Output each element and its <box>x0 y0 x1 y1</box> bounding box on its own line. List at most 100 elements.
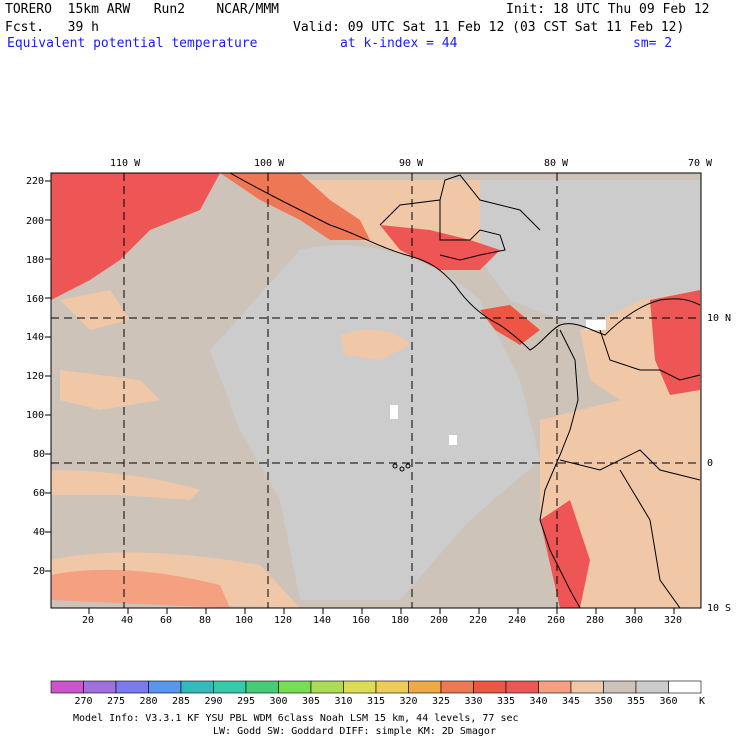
colorbar-unit: K <box>699 696 706 707</box>
coast-cuba <box>439 174 541 231</box>
x-tick-label: 240 <box>508 615 527 626</box>
colorbar-label: 285 <box>172 696 191 707</box>
x-tick-label: 320 <box>664 615 683 626</box>
colorbar-label: 340 <box>529 696 548 707</box>
colorbar-swatch <box>570 680 604 694</box>
colorbar-swatch <box>668 680 702 694</box>
border-colombia <box>599 329 701 381</box>
field-white-patch-3 <box>449 435 457 445</box>
x-tick-label: 180 <box>391 615 410 626</box>
field-name: Equivalent potential temperature <box>7 36 258 51</box>
colorbar-label: 330 <box>464 696 483 707</box>
colorbar-swatch <box>505 680 539 694</box>
galapagos-2 <box>399 466 405 472</box>
field-salmon-south <box>51 569 230 608</box>
colorbar-swatch <box>473 680 507 694</box>
colorbar-label: 280 <box>139 696 158 707</box>
field-gray-region <box>210 245 540 600</box>
lat-label-0: 0 <box>707 458 714 469</box>
colorbar-label: 310 <box>334 696 353 707</box>
colorbar-swatch <box>603 680 637 694</box>
colorbar-swatch <box>180 680 214 694</box>
x-tick-label: 300 <box>625 615 644 626</box>
x-tick-label: 20 <box>82 615 95 626</box>
colorbar-swatch <box>310 680 344 694</box>
y-tick-label: 100 <box>26 410 45 421</box>
colorbar-label: 355 <box>627 696 646 707</box>
field-white-patch-2 <box>390 405 398 419</box>
colorbar-swatch <box>83 680 117 694</box>
x-tick-label: 40 <box>121 615 134 626</box>
run-label: Run2 <box>153 2 186 17</box>
colorbar-swatch <box>538 680 572 694</box>
x-tick-label: 140 <box>313 615 332 626</box>
field-red-northwest <box>51 173 220 300</box>
lon-label-80w: 80 W <box>544 158 569 169</box>
colorbar-label: 315 <box>367 696 386 707</box>
colorbar-swatch <box>148 680 182 694</box>
field-white-patch-1 <box>586 320 606 330</box>
colorbar-label: 345 <box>562 696 581 707</box>
colorbar-label: 300 <box>269 696 288 707</box>
y-tick-label: 220 <box>26 176 45 187</box>
smoothing-info: sm= 2 <box>633 36 673 51</box>
x-tick-label: 260 <box>547 615 566 626</box>
field-red-central-america <box>380 225 500 270</box>
coast-south-america-west <box>539 329 581 608</box>
x-tick-label: 200 <box>430 615 449 626</box>
colorbar-swatch <box>408 680 442 694</box>
map-frame <box>50 172 702 609</box>
x-tick-label: 220 <box>469 615 488 626</box>
x-tick-label: 80 <box>199 615 212 626</box>
field-red-mexico-coast <box>220 173 370 240</box>
y-tick-label: 160 <box>26 294 45 305</box>
model-resolution: 15km ARW <box>67 2 131 17</box>
border-peru-brazil <box>619 469 681 608</box>
colorbar-label: 295 <box>237 696 256 707</box>
physics-info: LW: Godd SW: Goddard DIFF: simple KM: 2D… <box>213 726 496 737</box>
colorbar-swatch <box>115 680 149 694</box>
y-tick-label: 80 <box>33 449 46 460</box>
forecast-label: Fcst. <box>5 20 45 35</box>
y-tick-label: 200 <box>26 216 45 227</box>
colorbar-label: 360 <box>659 696 678 707</box>
colorbar-swatch <box>213 680 247 694</box>
colorbar-swatch <box>440 680 474 694</box>
coastlines <box>229 173 701 608</box>
colorbar-label: 270 <box>74 696 93 707</box>
forecast-hours: 39 h <box>67 20 99 35</box>
init-time: Init: 18 UTC Thu 09 Feb 12 <box>506 2 710 17</box>
colorbar-label: 350 <box>594 696 613 707</box>
y-tick-label: 180 <box>26 255 45 266</box>
y-tick-label: 140 <box>26 332 45 343</box>
field-red-costa-rica <box>480 305 540 345</box>
lon-label-70w: 70 W <box>688 158 713 169</box>
y-tick-label: 20 <box>33 566 46 577</box>
field-tan-patch-2 <box>60 370 160 410</box>
axis-ticks <box>45 180 675 614</box>
y-tick-label: 120 <box>26 371 45 382</box>
level-info: at k-index = 44 <box>340 36 458 51</box>
colorbar-swatch <box>278 680 312 694</box>
colorbar-label: 320 <box>399 696 418 707</box>
colorbar-label: 275 <box>107 696 126 707</box>
colorbar-label: 335 <box>497 696 516 707</box>
colorbar-swatches <box>50 680 702 694</box>
graticule <box>51 173 701 608</box>
colorbar-swatch <box>245 680 279 694</box>
field-tan-band-mid <box>51 470 200 500</box>
x-tick-label: 120 <box>274 615 293 626</box>
map-field <box>51 173 701 608</box>
border-ecuador-peru <box>559 449 701 481</box>
colorbar-swatch <box>50 680 84 694</box>
field-gray-caribbean <box>480 180 700 330</box>
field-red-venezuela <box>650 290 700 395</box>
x-tick-label: 60 <box>160 615 173 626</box>
y-tick-label: 40 <box>33 527 46 538</box>
colorbar-label: 325 <box>432 696 451 707</box>
x-tick-label: 100 <box>235 615 254 626</box>
lat-label-10s: 10 S <box>707 603 732 614</box>
model-name: TORERO <box>5 2 52 17</box>
